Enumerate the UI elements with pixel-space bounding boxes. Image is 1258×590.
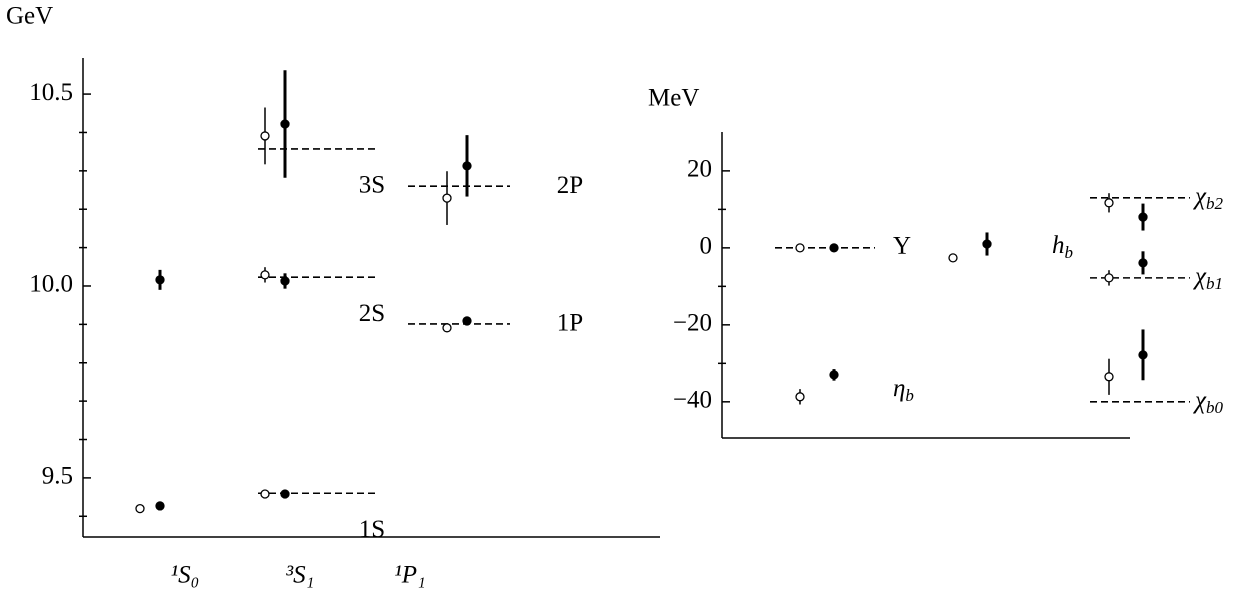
open-point — [795, 392, 805, 402]
filled-point — [280, 489, 290, 499]
y-tick-label: 20 — [687, 156, 712, 183]
level-label: 2S — [359, 300, 385, 327]
level-label-symbol: χ — [1193, 263, 1207, 290]
y-tick-label: 9.5 — [42, 463, 73, 490]
filled-point — [462, 161, 472, 171]
y-tick-label: 10.5 — [29, 79, 73, 106]
y-axis-label: MeV — [648, 85, 699, 112]
filled-point — [1138, 212, 1148, 222]
level-label-symbol: χ — [1193, 387, 1207, 414]
level-label-sub: b2 — [1206, 194, 1224, 213]
level-label-sub: b0 — [1206, 398, 1224, 417]
filled-point — [155, 501, 165, 511]
level-label-symbol: χ — [1193, 183, 1207, 210]
level-label-sub: b1 — [1206, 274, 1223, 293]
level-label: 3S — [359, 172, 385, 199]
annotation: ηb — [893, 375, 914, 405]
level-label: Υ — [893, 233, 911, 260]
annotation-symbol: η — [893, 375, 905, 402]
annotation-sub: b — [1065, 243, 1074, 262]
y-tick-label: 10.0 — [29, 271, 73, 298]
filled-point — [280, 119, 290, 129]
open-point — [1104, 372, 1114, 382]
open-point — [442, 193, 452, 203]
x-tick-label: ¹S₀ — [171, 562, 200, 589]
y-axis-label: GeV — [6, 3, 53, 30]
level-label: χb2 — [1193, 183, 1224, 213]
y-tick-label: 0 — [700, 233, 713, 260]
y-tick-label: −20 — [673, 310, 712, 337]
level-label: χb1 — [1193, 263, 1223, 293]
level-label: 1P — [557, 310, 583, 337]
open-point — [260, 131, 270, 141]
level-label: 1S — [359, 516, 385, 543]
level-label: 2P — [557, 172, 583, 199]
x-tick-label: ¹P₁ — [394, 562, 425, 589]
filled-point — [1138, 350, 1148, 360]
open-point — [135, 503, 145, 514]
annotation: hb — [1052, 232, 1073, 262]
filled-point — [155, 275, 165, 285]
open-point — [260, 489, 270, 499]
open-point — [948, 253, 958, 263]
filled-point — [982, 239, 992, 249]
filled-point — [462, 316, 472, 326]
open-point — [1104, 273, 1114, 283]
annotation-sub: b — [905, 386, 914, 405]
annotation-symbol: h — [1052, 232, 1065, 259]
filled-point — [1138, 258, 1148, 268]
filled-point — [829, 243, 839, 253]
filled-point — [280, 276, 290, 286]
x-tick-label: ³S₁ — [286, 562, 315, 589]
open-point — [795, 243, 805, 253]
open-point — [260, 270, 270, 280]
level-label: χb0 — [1193, 387, 1224, 417]
open-point — [1104, 198, 1114, 208]
y-tick-label: −40 — [673, 387, 712, 414]
open-point — [442, 323, 452, 333]
filled-point — [829, 370, 839, 380]
